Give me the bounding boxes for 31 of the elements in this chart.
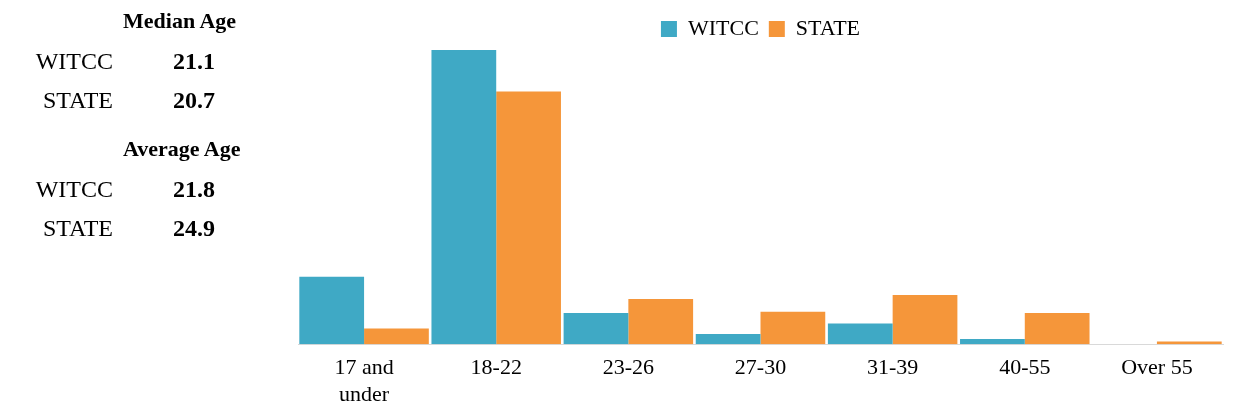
bar [1024, 313, 1090, 345]
bar [496, 91, 561, 345]
bar [695, 333, 761, 345]
x-tick-label: 17 and under [334, 354, 394, 406]
bar [364, 328, 429, 345]
x-tick-label: 23-26 [602, 354, 655, 380]
legend-label: STATE [795, 14, 861, 40]
text: 21.8 [173, 176, 215, 203]
text: Average Age [123, 136, 242, 162]
bar [563, 313, 629, 345]
x-tick-label: 18-22 [470, 354, 522, 380]
bar [299, 276, 365, 345]
text: 21.1 [173, 48, 215, 75]
x-tick-label: 27-30 [734, 354, 787, 380]
text: Median Age [123, 8, 238, 34]
bar [960, 338, 1025, 345]
x-tick-label: 40-55 [999, 354, 1051, 380]
x-tick-label: 31-39 [866, 354, 919, 380]
bar [827, 323, 893, 345]
text: STATE [41, 87, 113, 114]
x-tick-label: Over 55 [1121, 354, 1193, 380]
text: WITCC [34, 176, 113, 203]
text: 20.7 [173, 87, 215, 114]
bar [431, 50, 497, 345]
text: 24.9 [173, 215, 215, 242]
text: WITCC [34, 48, 113, 75]
bar [760, 311, 826, 345]
text: STATE [41, 215, 113, 242]
legend-label: WITCC [687, 14, 759, 40]
bar [628, 298, 694, 345]
bar [892, 295, 958, 345]
